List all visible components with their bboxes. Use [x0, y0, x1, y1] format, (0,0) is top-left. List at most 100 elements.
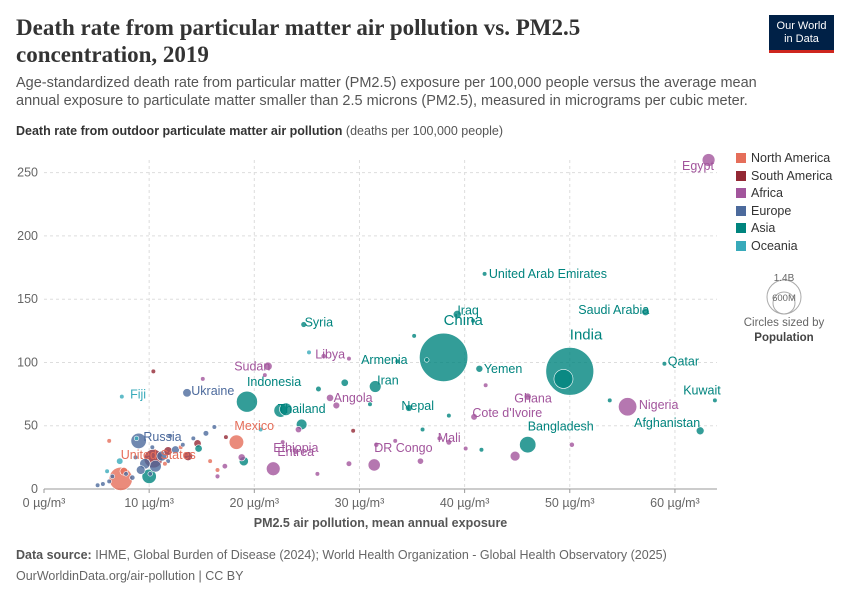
data-point [446, 413, 452, 419]
x-tick-label: 20 µg/m³ [230, 496, 280, 510]
point-kuwait [712, 397, 718, 404]
data-point [340, 378, 349, 387]
point-label: Sudan [234, 359, 270, 373]
x-tick-label: 50 µg/m³ [545, 496, 595, 510]
point-nepal [405, 404, 413, 412]
point-cote-d-ivoire [470, 413, 478, 421]
data-point [136, 465, 146, 475]
point-indonesia [236, 390, 258, 413]
point-nigeria [618, 397, 638, 417]
point-label: Qatar [668, 355, 699, 369]
data-point [106, 478, 112, 485]
point-syria [300, 321, 307, 328]
data-point [483, 382, 489, 388]
legend-label: North America [751, 151, 831, 165]
data-point [171, 445, 180, 455]
legend-swatch [736, 205, 746, 216]
point-label: Iran [377, 374, 399, 388]
data-point [116, 457, 124, 465]
point-label: Ghana [514, 392, 552, 406]
legend-swatch [736, 188, 746, 199]
data-point [367, 401, 373, 407]
logo-line-1: Our World [776, 20, 827, 32]
data-point [306, 349, 312, 355]
data-point [262, 372, 268, 378]
data-point [417, 457, 424, 465]
data-point [214, 467, 221, 473]
legend-item-south-america[interactable]: South America [736, 169, 832, 183]
point-label: Mexico [234, 419, 274, 433]
data-point [190, 435, 196, 441]
legend-swatch [736, 153, 746, 163]
point-label: Eritrea [277, 445, 314, 459]
data-point [147, 471, 153, 477]
chart-title: Death rate from particular matter air po… [16, 15, 581, 67]
point-qatar [661, 361, 668, 367]
point-india [545, 347, 594, 396]
data-point [373, 441, 380, 448]
size-legend-circle-small [772, 291, 796, 315]
data-point [294, 426, 302, 434]
data-point [162, 461, 168, 467]
x-tick-label: 30 µg/m³ [335, 496, 385, 510]
point-angola [326, 393, 334, 402]
data-point [95, 482, 101, 488]
data-point [411, 333, 417, 339]
data-point [607, 397, 613, 404]
data-point [394, 358, 400, 364]
data-point [569, 441, 575, 448]
data-point [258, 426, 264, 433]
data-point [156, 450, 168, 462]
y-tick-label: 250 [17, 166, 38, 180]
data-point [315, 385, 322, 393]
legend-item-europe[interactable]: Europe [736, 204, 791, 218]
data-point [149, 444, 155, 450]
data-point [314, 471, 321, 477]
point-dr-congo [367, 458, 381, 472]
size-legend-caption: Circles sized by [744, 317, 825, 329]
legend-item-asia[interactable]: Asia [736, 221, 775, 235]
footer-url[interactable]: OurWorldinData.org/air-pollution | CC BY [16, 569, 244, 583]
source-label: Data source: [16, 548, 92, 562]
source-text: IHME, Global Burden of Disease (2024); W… [95, 548, 667, 562]
point-ghana [523, 392, 532, 401]
data-point [106, 438, 112, 444]
point-eritrea [292, 449, 298, 455]
legend-swatch [736, 223, 746, 234]
data-point [141, 468, 157, 484]
data-point [109, 473, 115, 479]
point-bangladesh [519, 436, 537, 454]
point-label: Saudi Arabia [578, 303, 649, 317]
point-label: Indonesia [247, 375, 301, 389]
data-point [200, 376, 206, 382]
point-label: Bangladesh [528, 419, 594, 433]
data-point [223, 434, 229, 440]
legend-label: Africa [751, 186, 783, 201]
data-point [345, 460, 353, 467]
data-point [332, 401, 341, 410]
point-label: Ukraine [191, 384, 234, 398]
chart-subtitle: Age-standardized death rate from particu… [16, 75, 757, 109]
legend-label: Europe [751, 203, 792, 218]
legend-item-oceania[interactable]: Oceania [736, 239, 798, 253]
y-tick-label: 50 [24, 419, 38, 433]
legend-item-north-america[interactable]: North America [736, 151, 830, 165]
point-label: Kuwait [683, 383, 721, 397]
owid-logo[interactable]: Our World in Data [769, 15, 834, 53]
point-iran [369, 380, 382, 393]
y-tick-label: 200 [17, 229, 38, 243]
data-point [167, 433, 173, 439]
point-iraq [452, 310, 462, 319]
y-tick-label: 100 [17, 355, 38, 369]
point-armenia [424, 357, 430, 363]
point-label: United Arab Emirates [489, 267, 607, 281]
legend-item-africa[interactable]: Africa [736, 186, 783, 200]
point-label: Russia [143, 430, 181, 444]
point-label: Cote d'Ivoire [472, 406, 542, 420]
y-tick-label: 150 [17, 292, 38, 306]
data-point [183, 451, 193, 461]
point-egypt [701, 153, 716, 167]
legend-label: Asia [751, 221, 776, 236]
data-point [470, 318, 476, 324]
